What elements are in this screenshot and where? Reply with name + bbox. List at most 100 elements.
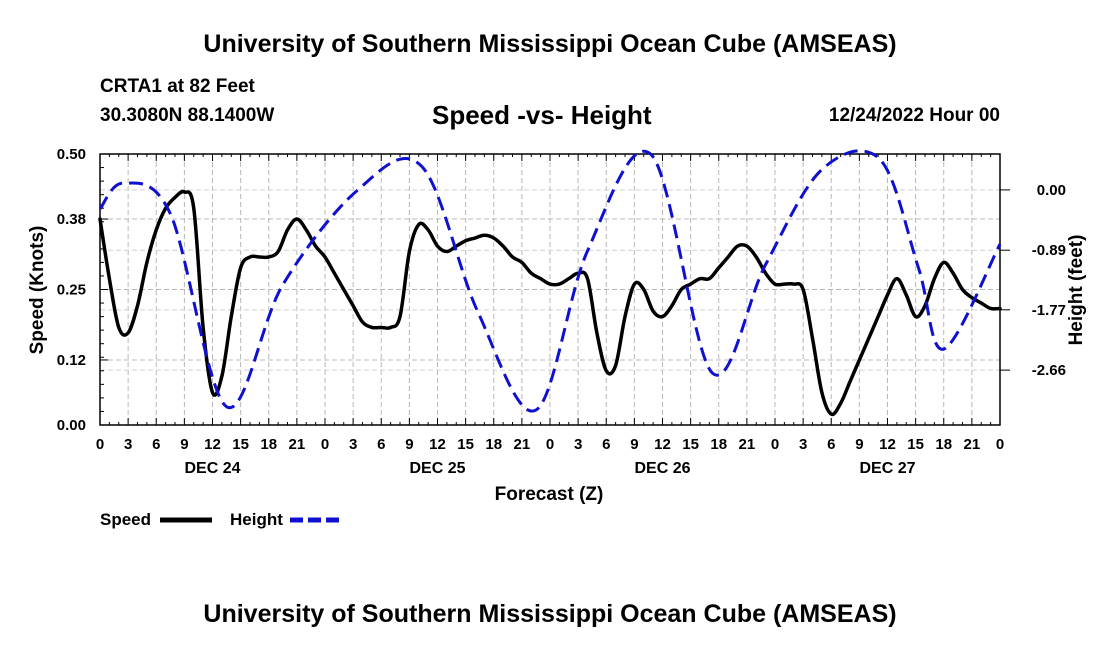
data-point-height: [918, 267, 919, 268]
y-tick-label: 0.25: [57, 282, 86, 299]
x-tick-label: 6: [152, 436, 160, 453]
data-point-speed: [774, 283, 775, 284]
data-point-speed: [587, 278, 588, 279]
data-point-height: [879, 159, 880, 160]
x-day-label: DEC 25: [409, 460, 465, 477]
data-point-speed: [428, 229, 429, 230]
y-tick-label: 0.00: [57, 417, 86, 434]
data-point-speed: [728, 256, 729, 257]
data-point-speed: [971, 297, 972, 298]
data-point-speed: [671, 305, 672, 306]
x-tick-label: 12: [429, 436, 446, 453]
data-point-speed: [840, 403, 841, 404]
data-point-speed: [709, 278, 710, 279]
data-point-speed: [906, 294, 907, 295]
data-point-height: [170, 213, 171, 214]
data-point-speed: [409, 251, 410, 252]
x-tick-label: 3: [799, 436, 807, 453]
data-point-speed: [765, 273, 766, 274]
data-point-height: [765, 264, 766, 265]
x-tick-label: 6: [827, 436, 835, 453]
data-point-speed: [615, 365, 616, 366]
data-point-height: [943, 349, 944, 350]
data-point-speed: [418, 224, 419, 225]
x-tick-label: 21: [964, 436, 981, 453]
y-tick-label: 0.12: [57, 352, 86, 369]
data-point-speed: [503, 246, 504, 247]
x-tick-label: 15: [232, 436, 249, 453]
data-point-speed: [981, 302, 982, 303]
x-tick-label: 6: [602, 436, 610, 453]
data-point-speed: [99, 218, 100, 219]
data-point-speed: [531, 273, 532, 274]
x-tick-label: 9: [630, 436, 638, 453]
x-tick-label: 3: [349, 436, 357, 453]
data-point-speed: [653, 311, 654, 312]
data-point-speed: [596, 332, 597, 333]
data-point-height: [357, 189, 358, 190]
data-point-speed: [174, 197, 175, 198]
data-point-speed: [793, 283, 794, 284]
data-point-height: [651, 154, 652, 155]
data-point-speed: [756, 256, 757, 257]
data-point-speed: [390, 327, 391, 328]
data-point-speed: [437, 246, 438, 247]
data-point-speed: [249, 256, 250, 257]
x-tick-label: 12: [654, 436, 671, 453]
data-point-speed: [474, 237, 475, 238]
data-point-speed: [699, 278, 700, 279]
data-point-speed: [737, 246, 738, 247]
x-tick-label: 15: [457, 436, 474, 453]
data-point-speed: [446, 251, 447, 252]
x-tick-label: 0: [546, 436, 554, 453]
chart-main-title: University of Southern Mississippi Ocean…: [203, 30, 897, 58]
data-point-speed: [306, 229, 307, 230]
y2-tick-label: 0.00: [1037, 182, 1066, 199]
data-point-speed: [203, 327, 204, 328]
data-point-speed: [887, 294, 888, 295]
data-point-speed: [915, 316, 916, 317]
data-point-height: [535, 409, 536, 410]
data-point-speed: [315, 246, 316, 247]
data-point-speed: [371, 327, 372, 328]
x-tick-label: 9: [180, 436, 188, 453]
data-point-speed: [934, 278, 935, 279]
data-point-height: [282, 284, 283, 285]
x-tick-label: 9: [855, 436, 863, 453]
data-point-speed: [296, 218, 297, 219]
data-point-speed: [212, 392, 213, 393]
data-point-speed: [990, 308, 991, 309]
data-point-speed: [962, 289, 963, 290]
data-point-height: [712, 372, 713, 373]
data-point-speed: [812, 338, 813, 339]
data-point-speed: [868, 338, 869, 339]
station-coordinates: 30.3080N 88.1400W: [100, 105, 275, 126]
data-point-speed: [606, 370, 607, 371]
x-tick-label: 3: [574, 436, 582, 453]
y2-tick-label: -1.77: [1032, 302, 1066, 319]
data-point-speed: [718, 267, 719, 268]
series-line-height: [98, 149, 1002, 413]
data-point-speed: [193, 208, 194, 209]
axes: 0 3 6 9 12 15 18 21 0 3 6 9 12 15 18 21 0 3 6 9 12 15 18 21 0 3 6 9…: [57, 146, 1066, 477]
grid-lines: [100, 154, 1000, 425]
data-point-speed: [381, 327, 382, 328]
x-tick-label: 3: [124, 436, 132, 453]
y-tick-label: 0.38: [57, 211, 86, 228]
axis-labels: Forecast (Z) Speed (Knots) Height (feet): [27, 226, 1087, 505]
data-point-speed: [831, 414, 832, 415]
data-point-speed: [690, 283, 691, 284]
data-point-speed: [109, 278, 110, 279]
data-point-speed: [549, 283, 550, 284]
data-point-speed: [156, 229, 157, 230]
footer-title: University of Southern Mississippi Ocean…: [203, 600, 897, 628]
data-point-speed: [353, 305, 354, 306]
data-point-speed: [643, 289, 644, 290]
data-point-speed: [896, 278, 897, 279]
speed-height-chart: 0 3 6 9 12 15 18 21 0 3 6 9 12 15 18 21 0 3 6 9 12 15 18 21 0 3 6 9…: [27, 146, 1087, 529]
data-point-speed: [324, 256, 325, 257]
legend-label-speed: Speed: [100, 510, 151, 529]
data-point-speed: [268, 256, 269, 257]
plot-frame: [99, 153, 1001, 426]
data-point-speed: [221, 376, 222, 377]
